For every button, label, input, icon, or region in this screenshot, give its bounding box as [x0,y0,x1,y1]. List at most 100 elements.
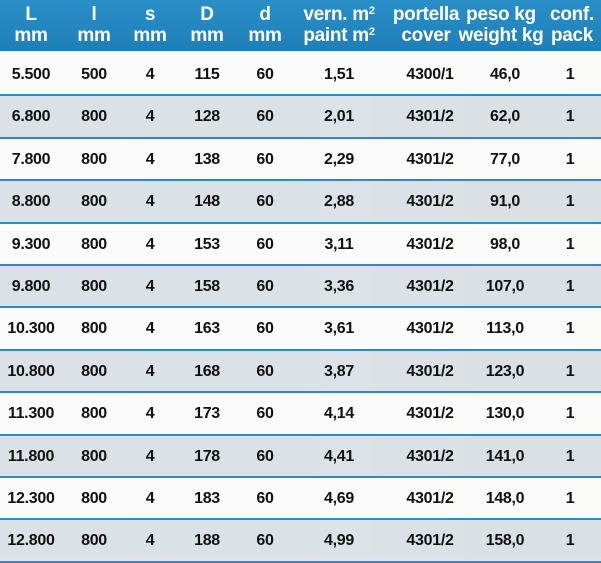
cell-paint-area: 3,87 [324,362,354,380]
cell-length-L: 12.800 [7,532,55,550]
header-label: d [259,4,271,25]
cell-pack: 1 [565,66,575,83]
header-label: D [200,4,214,25]
cell-paint-area: 3,11 [324,235,354,253]
cell-weight: 107,0 [485,277,525,295]
cell-weight: 123,0 [485,362,525,380]
header-label: s [144,4,156,25]
cell-thickness-s: 4 [145,108,155,126]
header-label-text: vern. m [303,4,369,25]
table-row: 6.800 800 4 128 60 2,01 4301/2 62,0 1 [0,96,601,139]
cell-weight: 148,0 [485,489,525,507]
cell-cover: 4301/2 [406,320,454,338]
superscript-2: 2 [368,26,375,38]
header-weight: peso kg weight kg [456,4,546,46]
cell-diameter-D: 183 [194,489,220,507]
header-label: peso kg [466,4,536,25]
cell-thickness-s: 4 [145,447,155,465]
cell-diameter-D: 178 [194,447,220,465]
cell-length-L: 11.800 [7,447,55,465]
cell-pack: 1 [565,489,575,507]
cell-diameter-D: 115 [194,66,220,83]
table-row: 5.500 500 4 115 60 1,51 4300/1 46,0 1 [0,54,601,97]
header-label: portella [392,4,460,25]
cell-pack: 1 [565,277,575,295]
cell-length-L: 10.800 [7,362,55,380]
cell-length-L: 6.800 [11,108,51,126]
cell-weight: 46,0 [490,66,520,83]
table-row: 9.800 800 4 158 60 3,36 4301/2 107,0 1 [0,265,601,309]
cell-length-l: 800 [81,235,107,253]
cell-paint-area: 3,61 [324,320,354,338]
header-thickness-s: s mm [125,4,175,46]
header-diameter-D: D mm [177,4,237,46]
cell-diameter-D: 138 [194,150,220,168]
table-row: 11.800 800 4 178 60 4,41 4301/2 141,0 1 [0,435,601,478]
cell-pack: 1 [565,235,575,253]
cell-diameter-d: 60 [256,405,274,423]
header-label: L [25,4,37,25]
cell-diameter-d: 60 [256,447,274,465]
cell-diameter-D: 158 [194,277,220,295]
cell-thickness-s: 4 [145,405,155,423]
cell-diameter-d: 60 [256,193,274,211]
header-label: l [91,4,97,25]
table-body: 5.500 500 4 115 60 1,51 4300/1 46,0 1 6.800 800 4 12… [0,54,601,563]
cell-diameter-d: 60 [256,277,274,295]
cell-diameter-D: 188 [194,532,220,550]
header-length-l: l mm [63,4,125,46]
cell-weight: 91,0 [490,193,520,211]
cell-pack: 1 [565,150,575,168]
cell-diameter-D: 163 [194,320,220,338]
cell-weight: 62,0 [490,108,520,126]
cell-thickness-s: 4 [145,362,155,380]
cell-length-L: 8.800 [11,193,51,211]
cell-length-l: 800 [81,193,107,211]
header-unit: mm [248,25,282,46]
cell-diameter-d: 60 [256,108,274,126]
table-row: 11.300 800 4 173 60 4,14 4301/2 130,0 1 [0,393,601,436]
header-unit: paint m2 [296,25,382,46]
cell-length-l: 800 [81,277,107,295]
cell-length-L: 9.300 [11,235,51,253]
cell-thickness-s: 4 [145,277,155,295]
cell-cover: 4301/2 [406,193,454,211]
cell-diameter-d: 60 [256,235,274,253]
header-cover: portella cover [381,4,471,46]
cell-thickness-s: 4 [145,235,155,253]
table-row: 9.300 800 4 153 60 3,11 4301/2 98,0 1 [0,223,601,266]
header-pack: conf. pack [544,4,600,46]
cell-cover: 4301/2 [406,277,454,295]
header-label: conf. [550,4,594,25]
cell-weight: 130,0 [485,405,525,423]
cell-paint-area: 2,88 [324,193,354,211]
cell-length-l: 800 [81,405,107,423]
table-row: 8.800 800 4 148 60 2,88 4301/2 91,0 1 [0,181,601,224]
cell-paint-area: 4,41 [324,447,354,465]
cell-cover: 4301/2 [406,447,454,465]
superscript-2: 2 [368,5,375,17]
cell-thickness-s: 4 [145,489,155,507]
cell-pack: 1 [565,108,575,126]
cell-paint-area: 4,69 [324,489,354,507]
cell-thickness-s: 4 [145,320,155,338]
cell-weight: 113,0 [486,320,524,338]
table-row: 10.300 800 4 163 60 3,61 4301/2 113,0 1 [0,308,601,351]
header-unit: mm [14,25,48,46]
cell-pack: 1 [565,532,575,550]
cell-length-l: 800 [81,320,107,338]
table-row: 12.800 800 4 188 60 4,99 4301/2 158,0 1 [0,520,601,563]
cell-pack: 1 [565,362,575,380]
header-label: vern. m2 [296,4,382,25]
cell-diameter-d: 60 [256,150,274,168]
header-unit: pack [550,25,594,46]
cell-cover: 4301/2 [406,108,454,126]
cell-paint-area: 2,01 [324,108,354,126]
cell-pack: 1 [565,320,575,338]
header-unit-text: paint m [303,25,369,46]
cell-cover: 4301/2 [406,235,454,253]
table-row: 10.800 800 4 168 60 3,87 4301/2 123,0 1 [0,350,601,394]
cell-diameter-D: 148 [194,193,220,211]
cell-diameter-d: 60 [256,532,274,550]
